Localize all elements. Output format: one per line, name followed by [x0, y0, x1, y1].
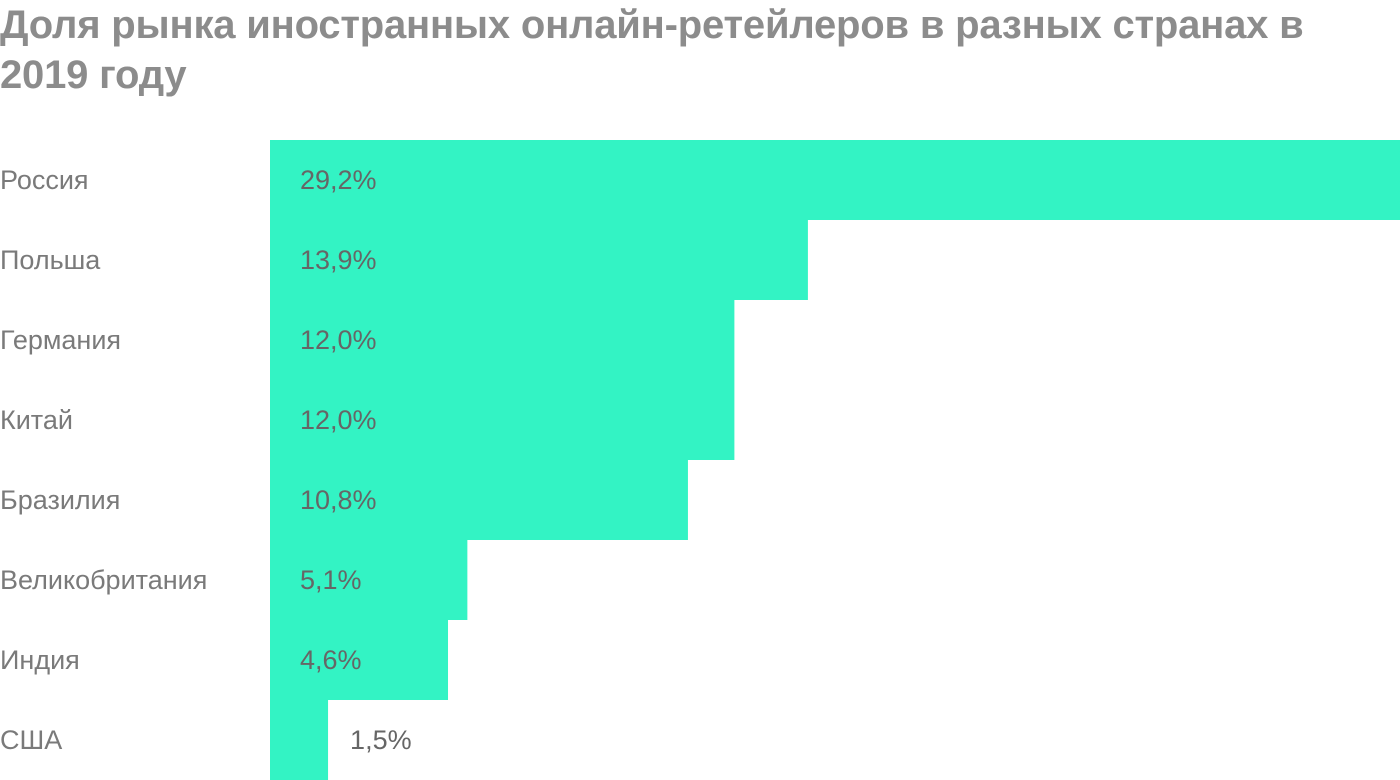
labels-layer: Россия 29,2% Польша 13,9% Германия 12,0% Китай… [0, 165, 412, 755]
bar-6 [270, 540, 468, 620]
bar-8 [270, 700, 329, 780]
category-label: Китай [0, 405, 73, 435]
value-label: 4,6% [300, 645, 362, 675]
bars-layer [270, 140, 1400, 780]
category-label: США [0, 725, 62, 755]
bar-2 [270, 220, 808, 300]
category-label: Великобритания [0, 565, 207, 595]
value-label: 1,5% [350, 725, 412, 755]
bar-4 [270, 380, 735, 460]
category-label: Германия [0, 325, 121, 355]
bar-3 [270, 300, 735, 380]
value-label: 12,0% [300, 405, 377, 435]
value-label: 12,0% [300, 325, 377, 355]
value-label: 10,8% [300, 485, 377, 515]
category-label: Россия [0, 165, 89, 195]
value-label: 29,2% [300, 165, 377, 195]
bar-7 [270, 620, 449, 700]
bar-1 [270, 140, 1400, 220]
category-label: Бразилия [0, 485, 120, 515]
value-label: 13,9% [300, 245, 377, 275]
bar-5 [270, 460, 688, 540]
category-label: Польша [0, 245, 101, 275]
category-label: Индия [0, 645, 80, 675]
value-label: 5,1% [300, 565, 362, 595]
chart-title: Доля рынка иностранных онлайн-ретейлеров… [0, 3, 1304, 97]
